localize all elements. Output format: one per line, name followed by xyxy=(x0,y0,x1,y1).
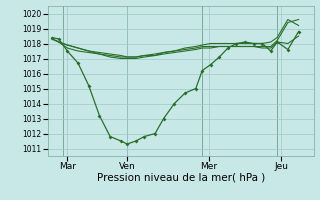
X-axis label: Pression niveau de la mer( hPa ): Pression niveau de la mer( hPa ) xyxy=(97,173,265,183)
